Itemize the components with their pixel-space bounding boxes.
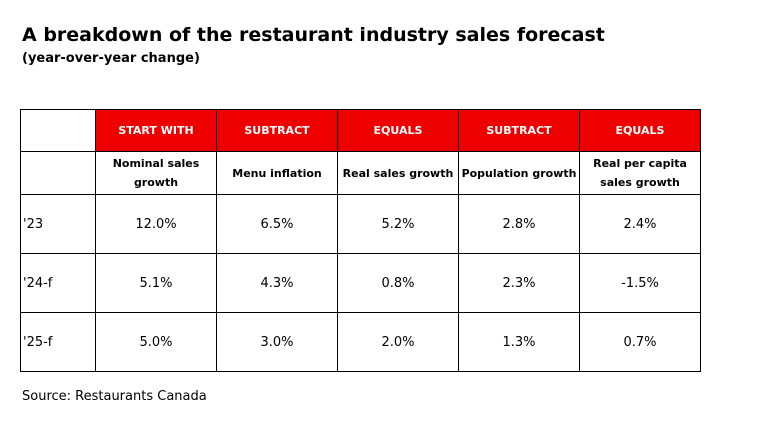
value-cell: 3.0% (216, 312, 338, 372)
measure-cell: Nominal sales growth (95, 151, 217, 195)
subtitle: (year-over-year change) (22, 51, 200, 66)
title: A breakdown of the restaurant industry s… (22, 24, 605, 46)
data-row: '23 12.0% 6.5% 5.2% 2.8% 2.4% (20, 194, 701, 254)
operation-cell: SUBTRACT (458, 109, 580, 152)
value-cell: 12.0% (95, 194, 217, 254)
value-cell: 5.0% (95, 312, 217, 372)
blank-cell (20, 151, 96, 195)
value-cell: 0.8% (337, 253, 459, 313)
source-note: Source: Restaurants Canada (22, 389, 207, 404)
value-cell: 2.8% (458, 194, 580, 254)
operation-row: START WITH SUBTRACT EQUALS SUBTRACT EQUALS (20, 109, 701, 152)
value-cell: 6.5% (216, 194, 338, 254)
row-label: '24-f (20, 253, 96, 313)
row-label: '23 (20, 194, 96, 254)
value-cell: 2.4% (579, 194, 701, 254)
value-cell: -1.5% (579, 253, 701, 313)
measure-cell: Menu inflation (216, 151, 338, 195)
data-row: '24-f 5.1% 4.3% 0.8% 2.3% -1.5% (20, 253, 701, 313)
operation-cell: START WITH (95, 109, 217, 152)
value-cell: 2.0% (337, 312, 459, 372)
value-cell: 5.2% (337, 194, 459, 254)
value-cell: 1.3% (458, 312, 580, 372)
value-cell: 5.1% (95, 253, 217, 313)
value-cell: 2.3% (458, 253, 580, 313)
corner-cell (20, 109, 96, 152)
measure-cell: Population growth (458, 151, 580, 195)
value-cell: 4.3% (216, 253, 338, 313)
operation-cell: EQUALS (337, 109, 459, 152)
measure-cell: Real sales growth (337, 151, 459, 195)
forecast-table: START WITH SUBTRACT EQUALS SUBTRACT EQUALS No… (20, 109, 701, 372)
operation-cell: SUBTRACT (216, 109, 338, 152)
data-row: '25-f 5.0% 3.0% 2.0% 1.3% 0.7% (20, 312, 701, 372)
value-cell: 0.7% (579, 312, 701, 372)
row-label: '25-f (20, 312, 96, 372)
measure-row: Nominal sales growth Menu inflation Real s… (20, 151, 701, 195)
operation-cell: EQUALS (579, 109, 701, 152)
measure-cell: Real per capita sales growth (579, 151, 701, 195)
